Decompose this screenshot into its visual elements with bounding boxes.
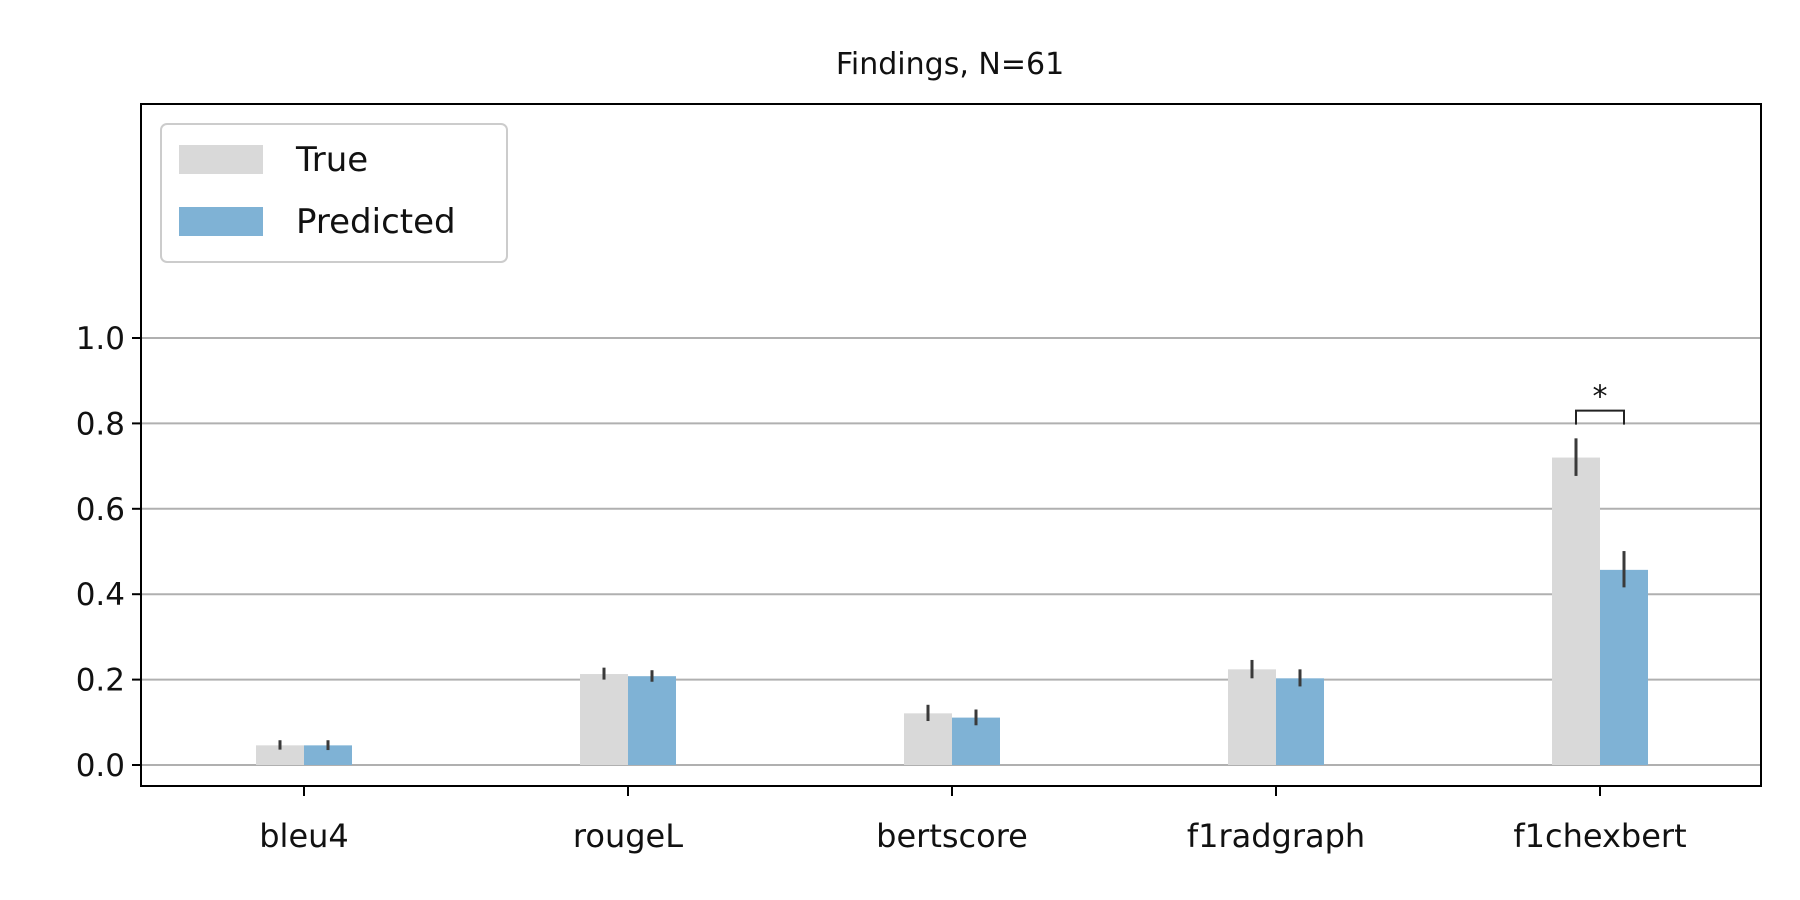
significance-annotations: * bbox=[1575, 380, 1625, 425]
bar-true-bleu4 bbox=[256, 745, 304, 765]
significance-star: * bbox=[1593, 380, 1608, 415]
legend-label-predicted: Predicted bbox=[296, 202, 456, 242]
x-tick-label: bleu4 bbox=[259, 817, 349, 855]
legend-swatch-predicted bbox=[179, 207, 263, 236]
bar-predicted-f1radgraph bbox=[1276, 678, 1324, 765]
x-tick-label: f1chexbert bbox=[1513, 817, 1686, 855]
bar-true-rougeL bbox=[580, 674, 628, 765]
y-axis: 0.0 0.2 0.4 0.6 0.8 1.0 bbox=[76, 321, 141, 784]
grid-lines bbox=[141, 337, 1761, 766]
y-tick-label: 1.0 bbox=[76, 321, 125, 357]
x-tick-label: bertscore bbox=[876, 817, 1028, 855]
x-tick-label: rougeL bbox=[573, 817, 683, 855]
bar-true-bertscore bbox=[904, 713, 952, 765]
chart-title: Findings, N=61 bbox=[836, 47, 1064, 82]
bar-predicted-rougeL bbox=[628, 676, 676, 765]
bar-predicted-bertscore bbox=[952, 717, 1000, 765]
y-tick-label: 0.4 bbox=[76, 577, 125, 613]
legend-label-true: True bbox=[295, 140, 368, 180]
bar-true-f1chexbert bbox=[1552, 457, 1600, 765]
bar-predicted-bleu4 bbox=[304, 745, 352, 765]
y-tick-label: 0.8 bbox=[76, 406, 125, 442]
error-bars bbox=[278, 438, 1626, 751]
bars bbox=[256, 457, 1648, 765]
y-tick-label: 0.2 bbox=[76, 663, 125, 699]
legend-swatch-true bbox=[179, 145, 263, 174]
significance-bracket bbox=[1575, 409, 1625, 425]
legend: True Predicted bbox=[160, 123, 508, 263]
x-tick-label: f1radgraph bbox=[1187, 817, 1365, 855]
bar-true-f1radgraph bbox=[1228, 669, 1276, 765]
x-axis: bleu4 rougeL bertscore f1radgraph f1chexbert bbox=[259, 786, 1687, 855]
y-tick-label: 0.0 bbox=[76, 748, 125, 784]
y-tick-label: 0.6 bbox=[76, 492, 125, 528]
bar-predicted-f1chexbert bbox=[1600, 569, 1648, 765]
